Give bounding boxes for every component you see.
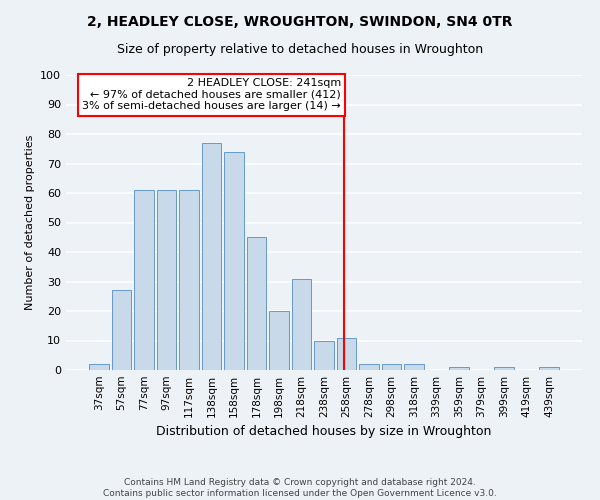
Bar [314,340,334,370]
Bar [134,190,154,370]
Text: Size of property relative to detached houses in Wroughton: Size of property relative to detached ho… [117,42,483,56]
X-axis label: Distribution of detached houses by size in Wroughton: Distribution of detached houses by size … [157,426,491,438]
Bar [449,367,469,370]
Bar [359,364,379,370]
Bar [494,367,514,370]
Bar [269,311,289,370]
Bar [112,290,131,370]
Text: 2 HEADLEY CLOSE: 241sqm
← 97% of detached houses are smaller (412)
3% of semi-de: 2 HEADLEY CLOSE: 241sqm ← 97% of detache… [82,78,341,111]
Bar [202,143,221,370]
Text: Contains HM Land Registry data © Crown copyright and database right 2024.
Contai: Contains HM Land Registry data © Crown c… [103,478,497,498]
Bar [382,364,401,370]
Bar [292,278,311,370]
Bar [179,190,199,370]
Bar [224,152,244,370]
Bar [157,190,176,370]
Bar [247,238,266,370]
Text: 2, HEADLEY CLOSE, WROUGHTON, SWINDON, SN4 0TR: 2, HEADLEY CLOSE, WROUGHTON, SWINDON, SN… [87,15,513,29]
Bar [337,338,356,370]
Bar [539,367,559,370]
Bar [89,364,109,370]
Bar [404,364,424,370]
Y-axis label: Number of detached properties: Number of detached properties [25,135,35,310]
